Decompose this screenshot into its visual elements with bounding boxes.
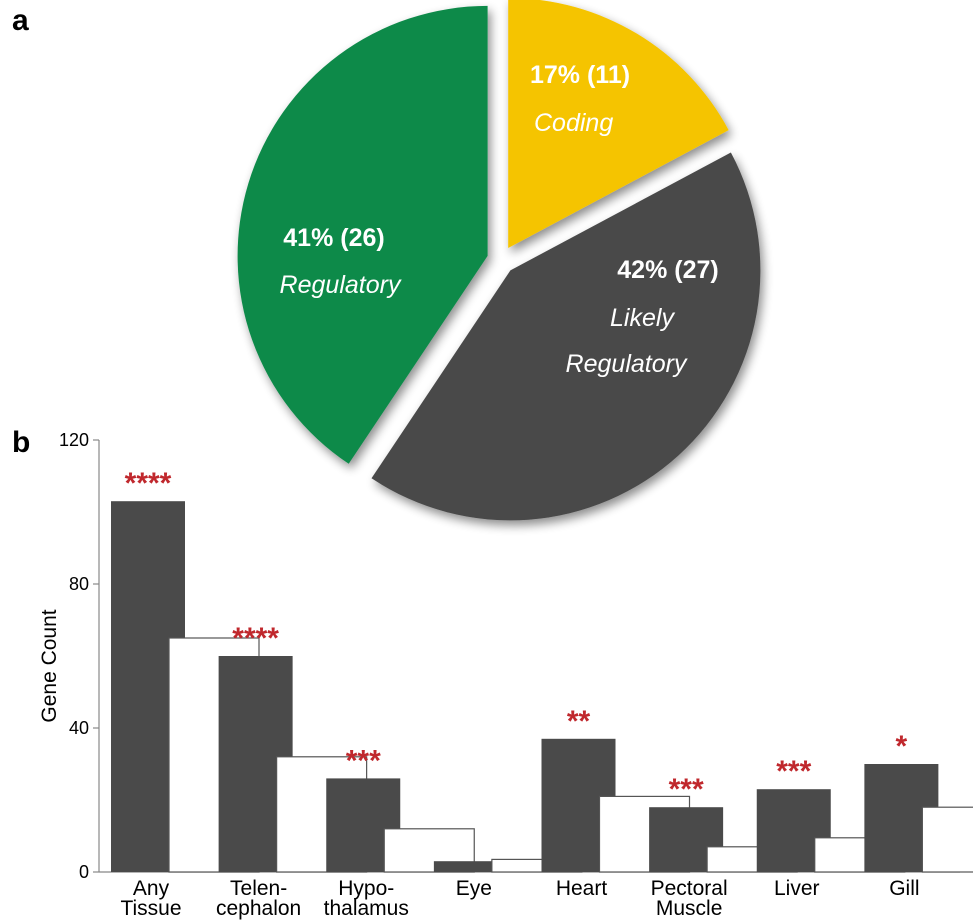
pie-slice-coding bbox=[508, 0, 729, 248]
category-label-liver: Liver bbox=[774, 877, 820, 900]
category-label-telen-cephalon-2: cephalon bbox=[216, 897, 301, 920]
y-tick-label-120: 120 bbox=[59, 430, 89, 450]
pie-slice-likely-regulatory bbox=[371, 152, 761, 521]
category-label-any-tissue-1: Any bbox=[133, 877, 170, 900]
pie-label-name-regulatory: Regulatory bbox=[280, 271, 402, 299]
category-label-eye: Eye bbox=[456, 877, 492, 900]
significance-liver: *** bbox=[776, 755, 811, 788]
significance-pectoral-muscle: *** bbox=[669, 773, 704, 806]
category-label-pectoral-muscle-1: Pectoral bbox=[651, 877, 728, 900]
category-label-gill: Gill bbox=[889, 877, 919, 900]
significance-any-tissue: **** bbox=[125, 467, 172, 500]
significance-gill: * bbox=[896, 730, 908, 763]
category-label-hypo-thalamus-1: Hypo- bbox=[338, 877, 394, 900]
pie-label-name-likely-regulatory-1: Likely bbox=[610, 304, 675, 332]
bar-light-gill bbox=[921, 806, 973, 873]
pie-label-value-likely-regulatory: 42% (27) bbox=[617, 256, 718, 284]
significance-hypo-thalamus: *** bbox=[346, 744, 381, 777]
significance-telen-cephalon: **** bbox=[232, 622, 279, 655]
y-tick-label-40: 40 bbox=[69, 718, 89, 738]
panel-b-label: b bbox=[12, 426, 30, 459]
pie-label-name-coding: Coding bbox=[534, 109, 613, 137]
panel-a-label: a bbox=[12, 4, 29, 37]
y-axis-title: Gene Count bbox=[38, 609, 61, 722]
pie-label-value-coding: 17% (11) bbox=[530, 61, 630, 89]
pie-slice-regulatory bbox=[237, 5, 488, 464]
category-label-pectoral-muscle-2: Muscle bbox=[656, 897, 723, 920]
y-tick-label-80: 80 bbox=[69, 574, 89, 594]
category-label-telen-cephalon-1: Telen- bbox=[230, 877, 287, 900]
category-label-heart: Heart bbox=[556, 877, 608, 900]
category-label-any-tissue-2: Tissue bbox=[120, 897, 181, 920]
bar-dark-eye bbox=[433, 861, 508, 872]
pie-label-name-likely-regulatory-2: Regulatory bbox=[566, 350, 688, 378]
y-tick-label-0: 0 bbox=[79, 862, 89, 882]
category-label-hypo-thalamus-2: thalamus bbox=[324, 897, 409, 920]
pie-label-value-regulatory: 41% (26) bbox=[283, 224, 384, 252]
significance-heart: ** bbox=[567, 705, 591, 738]
pie-chart: 17% (11) Coding 42% (27) Likely Regulatory 41… bbox=[237, 0, 761, 521]
